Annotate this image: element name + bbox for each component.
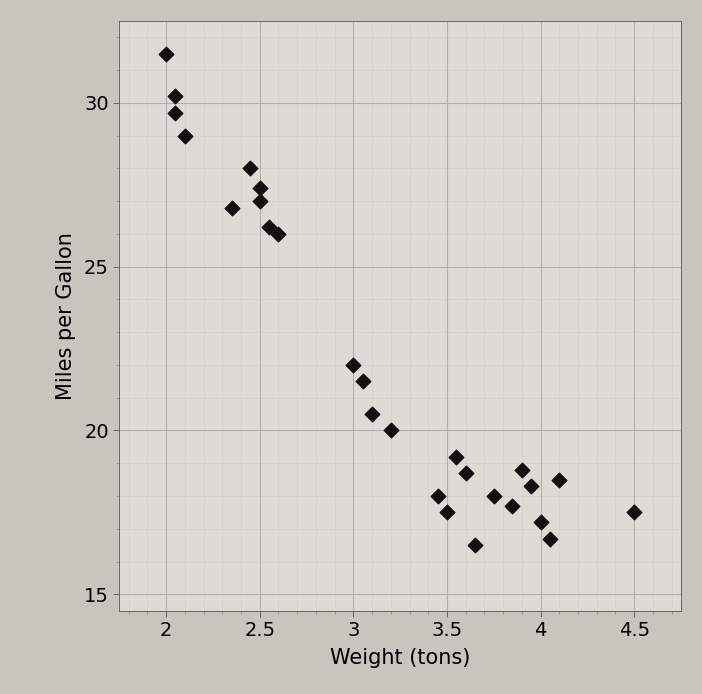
Point bbox=[507, 500, 518, 511]
Point bbox=[366, 409, 378, 420]
Point bbox=[442, 507, 453, 518]
Point bbox=[628, 507, 640, 518]
Point bbox=[161, 48, 172, 59]
Point bbox=[347, 359, 359, 371]
Point bbox=[385, 425, 397, 436]
Point bbox=[273, 228, 284, 239]
Point bbox=[488, 491, 499, 502]
Point bbox=[535, 516, 546, 528]
Point bbox=[179, 130, 190, 141]
Point bbox=[254, 196, 265, 207]
Point bbox=[170, 107, 181, 118]
Point bbox=[554, 474, 565, 485]
Point bbox=[516, 464, 527, 475]
Point bbox=[544, 533, 555, 544]
Point bbox=[432, 491, 443, 502]
Point bbox=[470, 540, 481, 551]
Y-axis label: Miles per Gallon: Miles per Gallon bbox=[55, 232, 76, 400]
Point bbox=[263, 222, 274, 233]
X-axis label: Weight (tons): Weight (tons) bbox=[330, 648, 470, 668]
Point bbox=[245, 162, 256, 174]
Point bbox=[460, 468, 471, 479]
Point bbox=[226, 202, 237, 213]
Point bbox=[451, 451, 462, 462]
Point bbox=[357, 375, 369, 387]
Point bbox=[526, 481, 537, 492]
Point bbox=[170, 91, 181, 102]
Point bbox=[254, 183, 265, 194]
